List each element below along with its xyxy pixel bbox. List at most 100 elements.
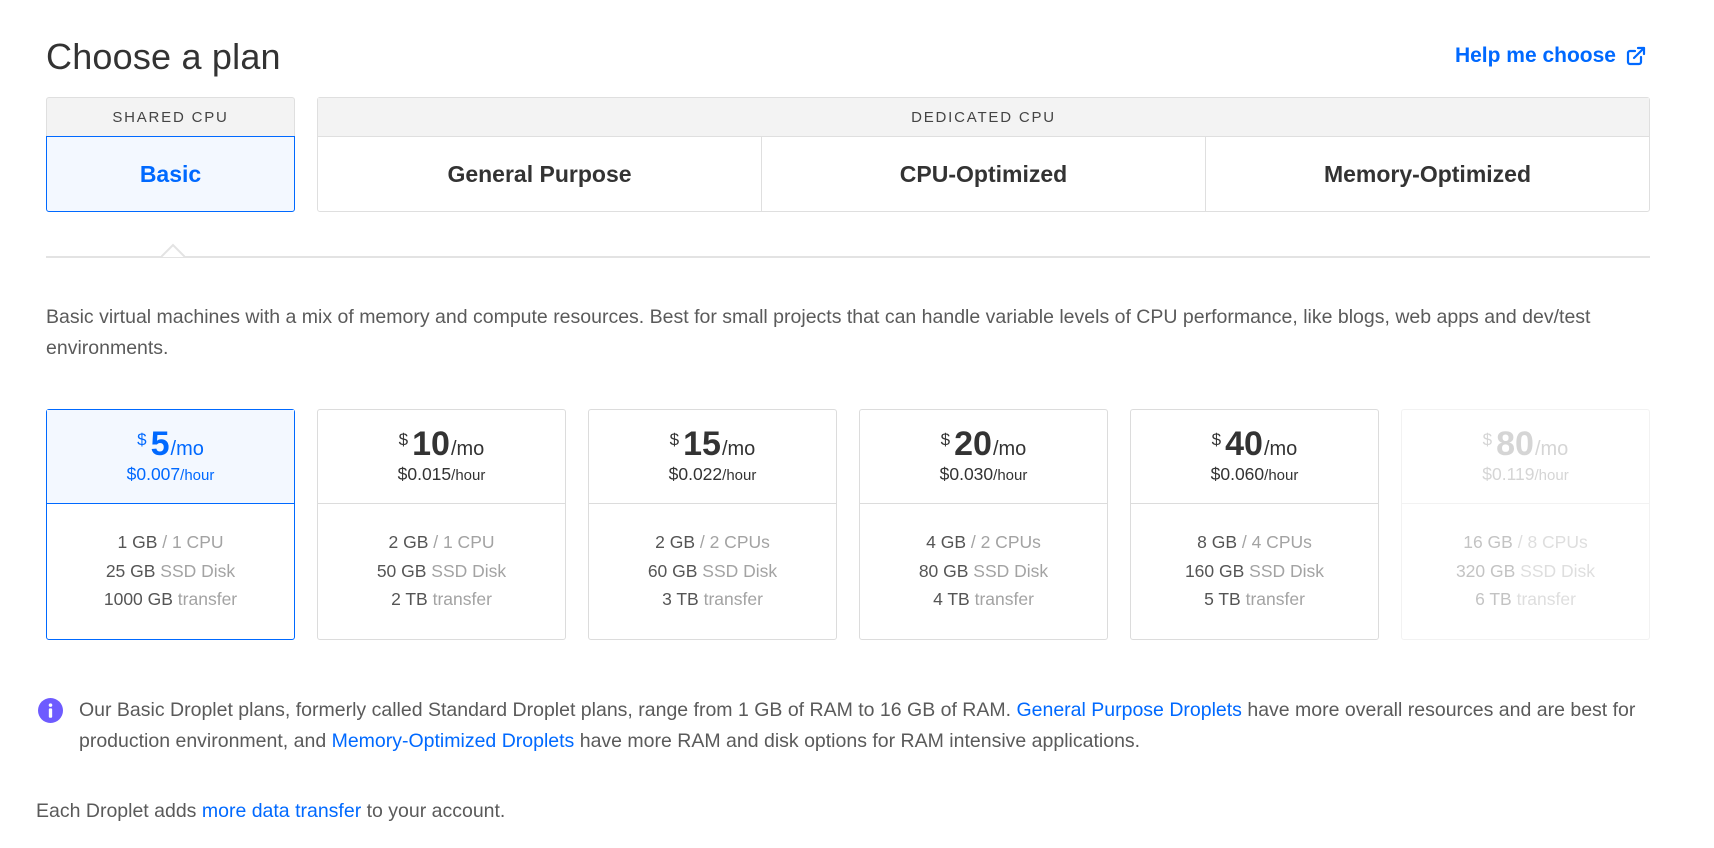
plan-specs: 8 GB / 4 CPUs 160 GB SSD Disk 5 TB trans…: [1131, 504, 1378, 614]
plan-card-40[interactable]: $40/mo $0.060/hour 8 GB / 4 CPUs 160 GB …: [1130, 409, 1379, 640]
page-title: Choose a plan: [46, 36, 281, 77]
plan-price-section: $80/mo $0.119/hour: [1402, 410, 1649, 504]
spec-disk-size: 160 GB: [1184, 560, 1245, 581]
plan-card-10[interactable]: $10/mo $0.015/hour 2 GB / 1 CPU 50 GB SS…: [317, 409, 566, 640]
spec-disk: 80 GB SSD Disk: [860, 557, 1107, 586]
price-amount: 20: [954, 425, 992, 463]
info-text-part: have more RAM and disk options for RAM i…: [574, 730, 1141, 752]
spec-cpu: / 2 CPUs: [966, 532, 1041, 552]
spec-transfer: 3 TB transfer: [589, 585, 836, 614]
spec-disk: 160 GB SSD Disk: [1131, 557, 1378, 586]
spec-memory-cpu: 8 GB / 4 CPUs: [1131, 528, 1378, 557]
spec-transfer-size: 1000 GB: [103, 589, 173, 609]
spec-disk-unit: SSD Disk: [1244, 560, 1325, 581]
hourly-amount: $0.007: [126, 464, 181, 484]
info-notice: Our Basic Droplet plans, formerly called…: [38, 695, 1658, 757]
price-amount: 5: [150, 425, 170, 463]
spec-transfer-size: 3 TB: [662, 589, 699, 609]
spec-memory-cpu: 16 GB / 8 CPUs: [1402, 528, 1649, 557]
help-me-choose-link[interactable]: Help me choose: [1455, 44, 1646, 68]
transfer-note-text: Each Droplet adds: [36, 800, 202, 822]
spec-disk-unit: SSD Disk: [155, 560, 236, 581]
spec-disk: 25 GB SSD Disk: [47, 557, 294, 586]
plan-card-15[interactable]: $15/mo $0.022/hour 2 GB / 2 CPUs 60 GB S…: [588, 409, 837, 640]
spec-cpu: / 4 CPUs: [1237, 532, 1312, 552]
more-data-transfer-link[interactable]: more data transfer: [201, 800, 362, 822]
plan-card-20[interactable]: $20/mo $0.030/hour 4 GB / 2 CPUs 80 GB S…: [859, 409, 1108, 640]
plan-description: Basic virtual machines with a mix of mem…: [46, 306, 1591, 359]
currency-symbol: $: [398, 430, 409, 449]
currency-symbol: $: [1482, 430, 1493, 449]
spec-disk: 50 GB SSD Disk: [318, 557, 565, 586]
selection-pointer: [161, 243, 185, 258]
spec-memory: 2 GB: [388, 532, 429, 552]
price-amount: 40: [1225, 425, 1263, 463]
tab-general-purpose[interactable]: General Purpose: [447, 161, 632, 187]
tab-memory-optimized[interactable]: Memory-Optimized: [1205, 137, 1649, 212]
spec-disk: 320 GB SSD Disk: [1402, 557, 1649, 586]
section-divider: [46, 256, 1650, 258]
plan-specs: 16 GB / 8 CPUs 320 GB SSD Disk 6 TB tran…: [1402, 504, 1649, 614]
monthly-price: $80/mo: [1402, 426, 1649, 462]
plan-specs: 4 GB / 2 CPUs 80 GB SSD Disk 4 TB transf…: [860, 504, 1107, 614]
spec-cpu: / 2 CPUs: [695, 532, 770, 552]
spec-transfer-unit: transfer: [698, 589, 763, 609]
spec-transfer-unit: transfer: [1511, 589, 1576, 609]
spec-transfer-size: 2 TB: [391, 589, 428, 609]
currency-symbol: $: [669, 430, 680, 449]
hourly-price: $0.007/hour: [47, 464, 294, 485]
plan-price-section: $40/mo $0.060/hour: [1131, 410, 1378, 504]
hourly-price: $0.015/hour: [318, 464, 565, 485]
price-period: /mo: [170, 438, 204, 460]
hourly-price: $0.060/hour: [1131, 464, 1378, 485]
dedicated-cpu-heading: DEDICATED CPU: [318, 98, 1649, 137]
hourly-amount: $0.060: [1210, 464, 1265, 484]
monthly-price: $15/mo: [589, 426, 836, 462]
spec-transfer-unit: transfer: [969, 589, 1034, 609]
spec-disk: 60 GB SSD Disk: [589, 557, 836, 586]
price-period: /mo: [721, 438, 756, 460]
general-purpose-droplets-link[interactable]: General Purpose Droplets: [1016, 699, 1242, 721]
transfer-note-text: to your account.: [361, 800, 506, 822]
currency-symbol: $: [137, 430, 147, 449]
spec-transfer-unit: transfer: [172, 589, 238, 609]
hourly-amount: $0.119: [1482, 464, 1535, 484]
spec-disk-unit: SSD Disk: [697, 560, 778, 581]
info-text: Our Basic Droplet plans, formerly called…: [79, 695, 1658, 757]
spec-memory-cpu: 2 GB / 2 CPUs: [589, 528, 836, 557]
hourly-price: $0.030/hour: [860, 464, 1107, 485]
plan-price-section: $20/mo $0.030/hour: [860, 410, 1107, 504]
info-text-part: have more overall resources and are best…: [79, 699, 1636, 752]
spec-transfer-size: 4 TB: [933, 589, 970, 609]
memory-optimized-droplets-link[interactable]: Memory-Optimized Droplets: [331, 730, 575, 752]
hourly-price: $0.119/hour: [1402, 464, 1649, 485]
spec-disk-size: 25 GB: [105, 560, 156, 581]
hourly-unit: /hour: [993, 467, 1028, 484]
hourly-unit: /hour: [722, 467, 757, 484]
price-amount: 15: [683, 425, 721, 463]
price-period: /mo: [1534, 438, 1569, 460]
transfer-note: Each Droplet adds more data transfer to …: [36, 800, 505, 823]
hourly-price: $0.022/hour: [589, 464, 836, 485]
price-amount: 80: [1496, 425, 1534, 463]
spec-disk-unit: SSD Disk: [1515, 560, 1596, 581]
hourly-unit: /hour: [180, 467, 215, 484]
spec-cpu: / 1 CPU: [428, 532, 495, 552]
spec-disk-unit: SSD Disk: [426, 560, 507, 581]
spec-disk-size: 60 GB: [647, 560, 698, 581]
dedicated-cpu-group: DEDICATED CPU General Purpose CPU-Optimi…: [317, 97, 1650, 212]
info-text-part: Our Basic Droplet plans, formerly called…: [79, 699, 1017, 721]
price-period: /mo: [1263, 438, 1298, 460]
spec-disk-size: 50 GB: [376, 560, 427, 581]
spec-memory: 16 GB: [1463, 532, 1513, 552]
plan-card-5[interactable]: $5/mo $0.007/hour 1 GB / 1 CPU 25 GB SSD…: [46, 409, 295, 640]
price-period: /mo: [992, 438, 1027, 460]
help-me-choose-label: Help me choose: [1454, 44, 1616, 67]
spec-memory-cpu: 1 GB / 1 CPU: [47, 528, 294, 557]
plan-card-80: $80/mo $0.119/hour 16 GB / 8 CPUs 320 GB…: [1401, 409, 1650, 640]
spec-memory: 2 GB: [655, 532, 695, 552]
spec-transfer-unit: transfer: [1240, 589, 1305, 609]
spec-cpu: / 1 CPU: [157, 532, 224, 552]
tab-basic[interactable]: Basic: [46, 136, 295, 212]
tab-cpu-optimized[interactable]: CPU-Optimized: [761, 137, 1205, 212]
